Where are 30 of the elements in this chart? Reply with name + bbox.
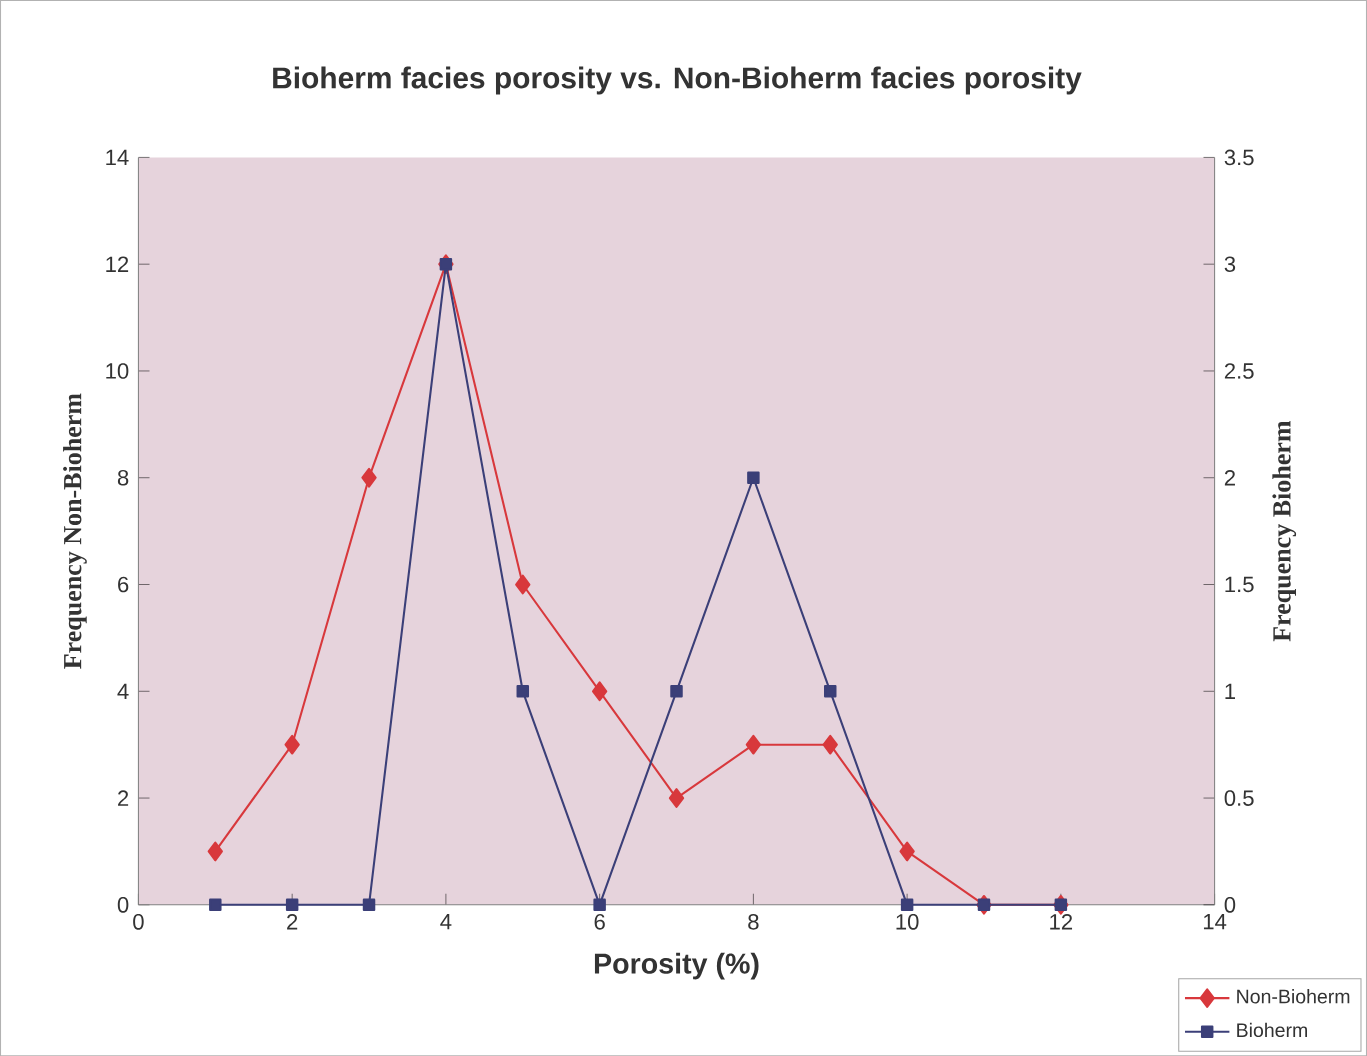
x-axis-title: Porosity (%) — [594, 952, 759, 980]
legend-label: Non-Bioherm — [1237, 989, 1350, 1004]
x-tick-label: 2 — [287, 913, 298, 930]
y-tick-label: 0 — [117, 896, 129, 913]
x-tick-label: 12 — [1050, 913, 1073, 930]
y2-tick-label: 3.5 — [1224, 149, 1254, 166]
x-tick-label: 10 — [896, 913, 919, 930]
y-tick-label: 4 — [117, 683, 129, 699]
y-axis-title: Frequency Non-Bioherm — [63, 393, 87, 669]
x-tick-label: 4 — [440, 913, 452, 930]
y2-tick-label: 2.5 — [1224, 363, 1254, 379]
x-tick-label: 0 — [133, 913, 144, 930]
y2-tick-label: 0.5 — [1224, 790, 1254, 806]
y-tick-label: 10 — [106, 363, 129, 379]
legend-label: Bioherm — [1237, 1022, 1307, 1037]
y-tick-label: 8 — [117, 469, 129, 486]
y2-tick-label: 1.5 — [1225, 576, 1254, 593]
y2-tick-label: 2 — [1224, 469, 1235, 486]
y-tick-label: 2 — [118, 790, 129, 806]
x-tick-label: 8 — [748, 913, 759, 930]
x-tick-label: 6 — [594, 913, 605, 930]
y-tick-label: 12 — [106, 256, 129, 272]
y2-tick-label: 1 — [1225, 683, 1236, 699]
y-tick-label: 6 — [118, 576, 129, 593]
y2-tick-label: 3 — [1224, 256, 1236, 272]
chart-title: Bioherm facies porosity vs. Non-Bioherm facies porosity — [273, 66, 1082, 95]
y2-tick-label: 0 — [1224, 896, 1236, 913]
y-tick-label: 14 — [106, 149, 129, 165]
x-tick-label: 14 — [1203, 913, 1227, 930]
y2-axis-title: Frequency Bioherm — [1272, 420, 1297, 642]
